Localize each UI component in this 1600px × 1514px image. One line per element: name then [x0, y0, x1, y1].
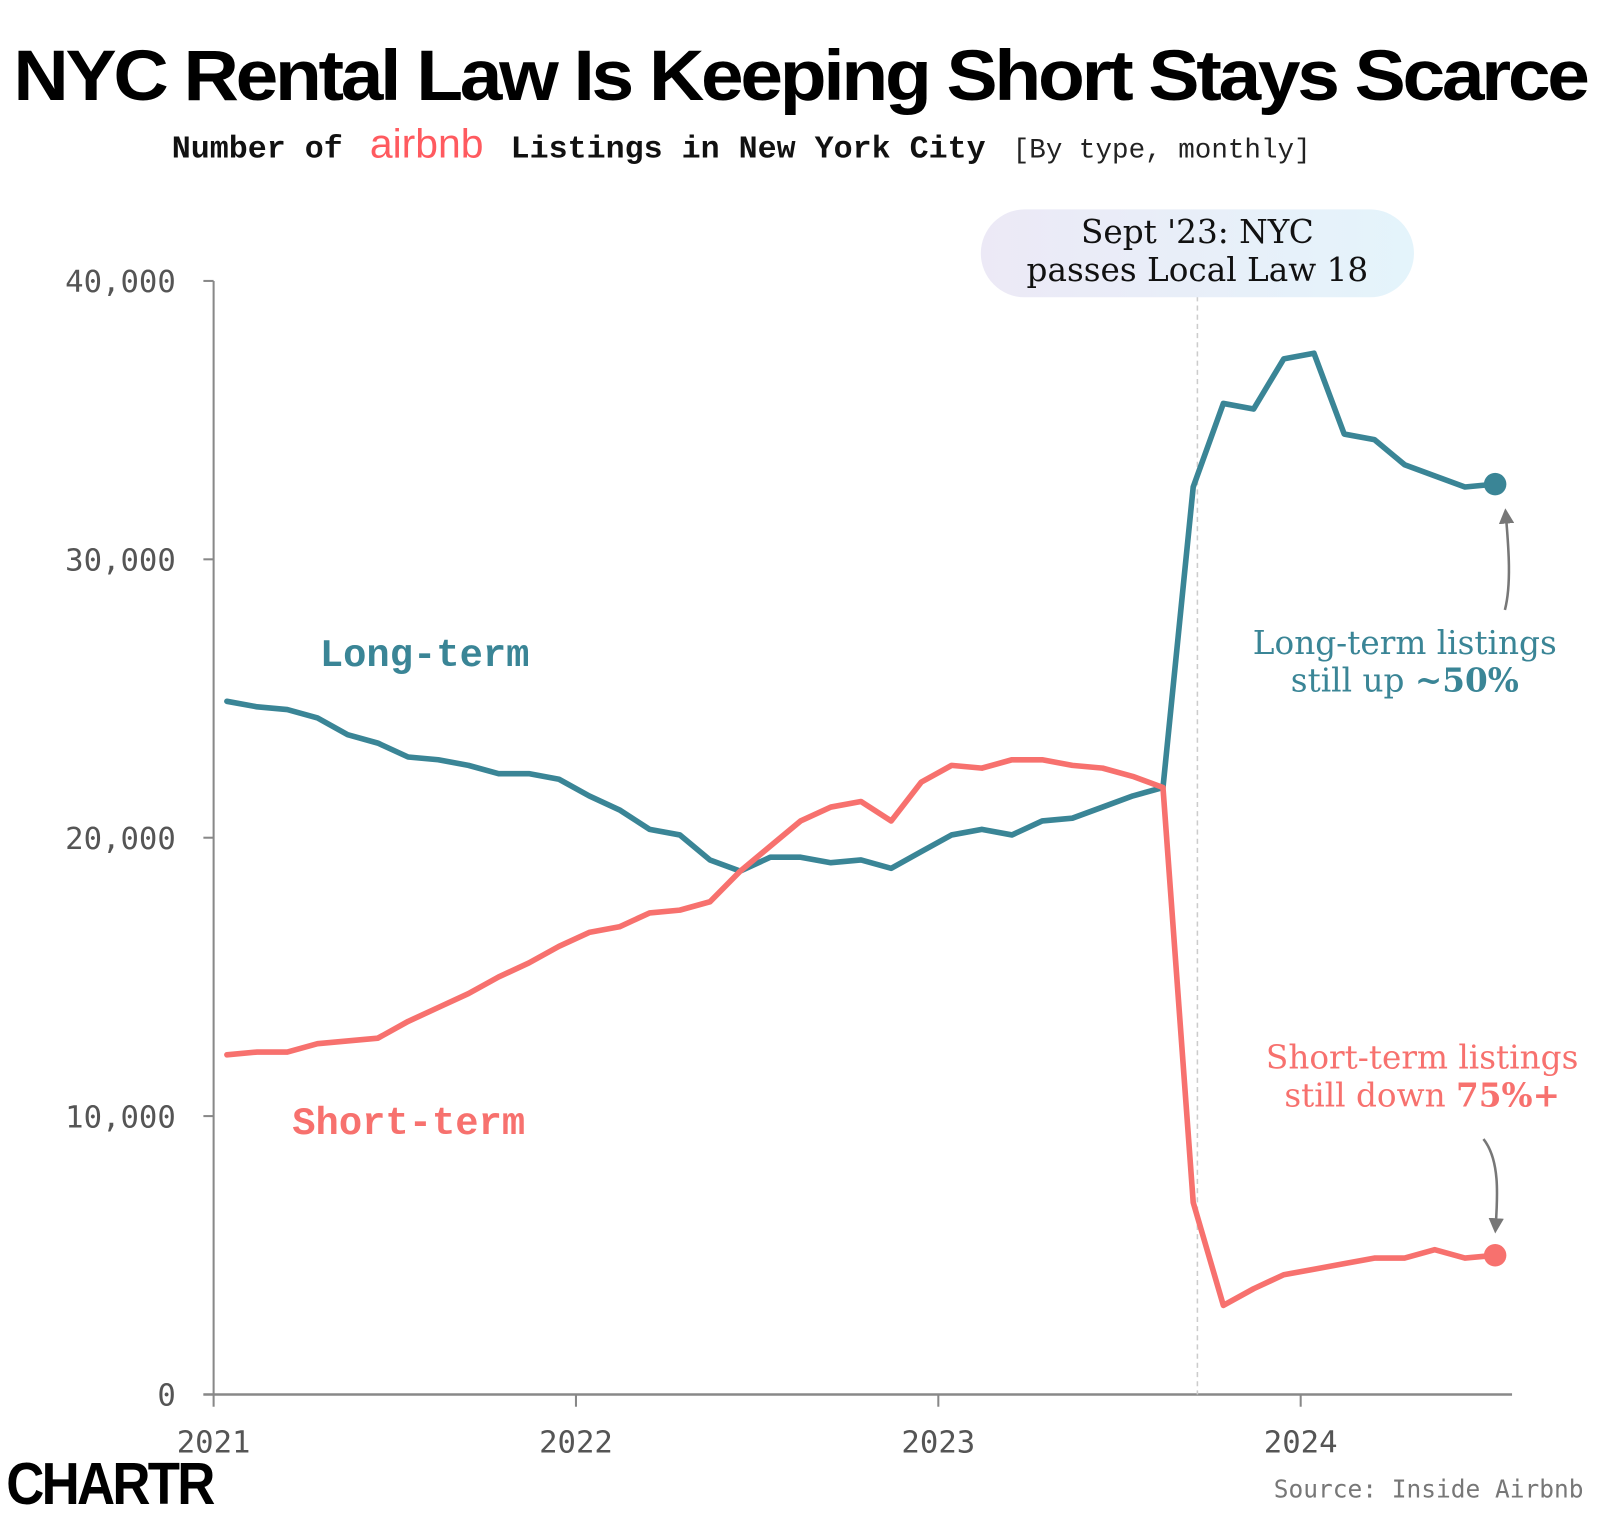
event-bubble: [980, 209, 1414, 298]
airbnb-logo: airbnb: [370, 120, 484, 166]
y-tick-label: 10,000: [65, 1100, 176, 1135]
chartr-logo: CHARTR: [6, 1450, 214, 1514]
subtitle-suffix: Listings in New York City: [511, 131, 986, 167]
subtitle-note: [By type, monthly]: [1013, 135, 1311, 166]
long-note-text: still up: [1291, 662, 1415, 700]
y-tick-label: 0: [157, 1379, 175, 1414]
chart-title: NYC Rental Law Is Keeping Short Stays Sc…: [13, 36, 1588, 116]
y-tick-label: 30,000: [65, 544, 176, 579]
short-note-text: still down: [1284, 1076, 1456, 1114]
source: Source: Inside Airbnb: [1274, 1475, 1584, 1504]
series-end-point-short-term: [1483, 1244, 1507, 1267]
axes: 0 10,000 20,000 30,000 40,000 2021 2022 2023 202…: [65, 265, 1513, 1461]
event-label-line2: passes Local Law 18: [1027, 251, 1369, 289]
x-tick-label: 2024: [1264, 1426, 1338, 1461]
long-note-line2: still up ~50%: [1291, 661, 1519, 700]
series-line-short-term: [224, 756, 1499, 1309]
legend-long-term: Long-term: [320, 634, 530, 678]
subtitle-prefix: Number of: [172, 131, 343, 167]
short-note-pct: 75%+: [1456, 1075, 1560, 1114]
series-group: [224, 350, 1507, 1309]
y-tick-label: 40,000: [65, 265, 176, 300]
long-note-line1: Long-term listings: [1253, 624, 1557, 662]
short-note-line1: Short-term listings: [1266, 1039, 1578, 1077]
long-note-pct: ~50%: [1415, 661, 1519, 700]
x-tick-label: 2022: [539, 1426, 613, 1461]
legend-short-term: Short-term: [292, 1102, 525, 1146]
series-end-point-long-term: [1483, 472, 1507, 496]
short-note-line2: still down 75%+: [1284, 1075, 1560, 1114]
long-arrow: [1498, 508, 1515, 611]
x-tick-label: 2021: [177, 1426, 251, 1461]
event-label-line1: Sept '23: NYC: [1081, 213, 1314, 251]
x-tick-label: 2023: [901, 1426, 975, 1461]
series-line-long-term: [224, 350, 1499, 874]
short-arrow: [1482, 1138, 1504, 1234]
chart-subtitle: Number of airbnb Listings in New York Ci…: [172, 120, 1311, 167]
y-tick-label: 20,000: [65, 822, 176, 857]
